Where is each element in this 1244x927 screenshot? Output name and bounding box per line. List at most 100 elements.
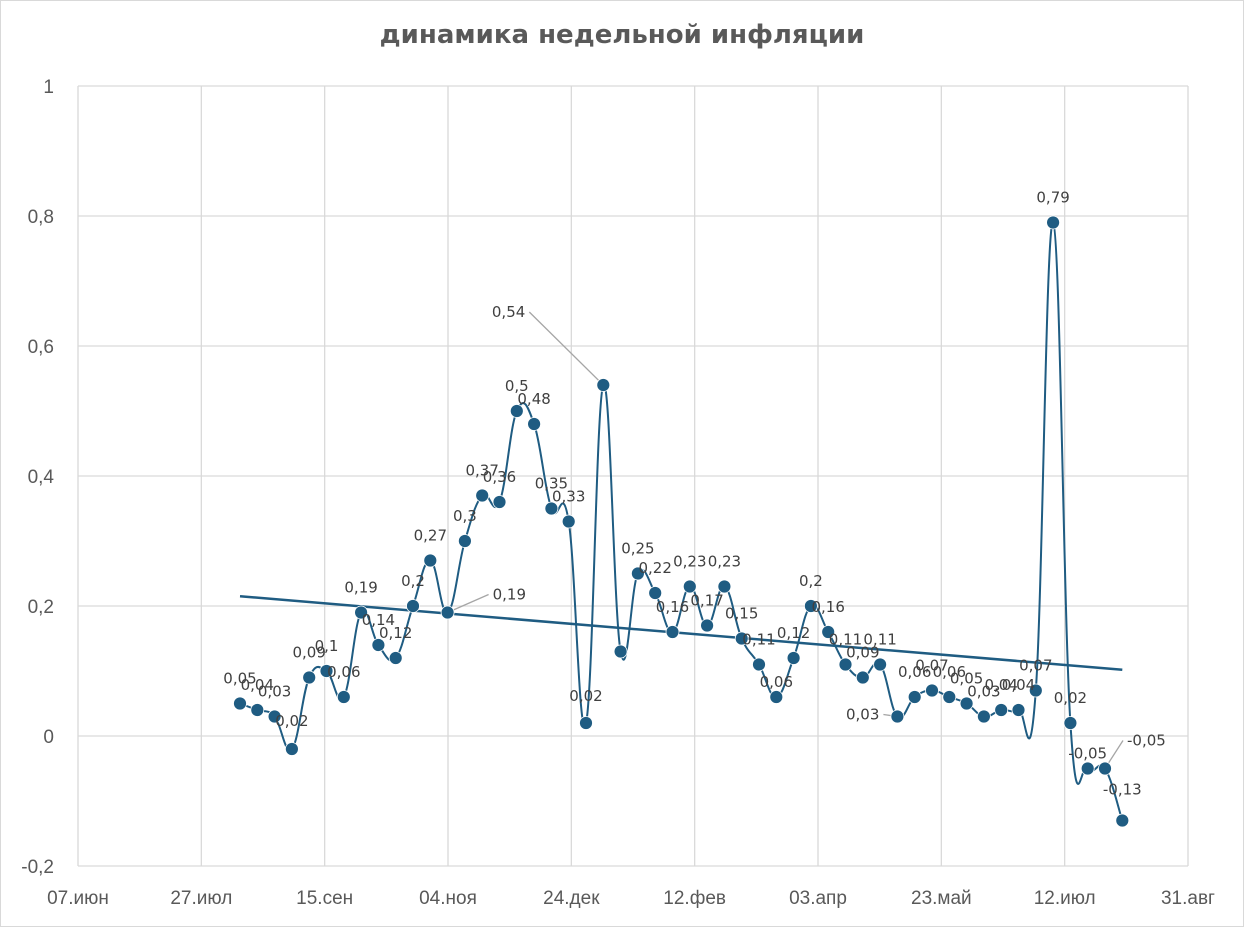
data-point bbox=[509, 404, 524, 418]
data-point bbox=[700, 618, 714, 633]
data-point bbox=[821, 625, 836, 639]
data-label: 0,15 bbox=[725, 605, 758, 623]
data-point bbox=[250, 703, 265, 717]
data-label: 0,03 bbox=[846, 706, 879, 724]
data-label: 0,2 bbox=[799, 572, 823, 590]
data-label: 0,16 bbox=[811, 598, 844, 616]
data-point bbox=[579, 716, 593, 730]
data-label: 0,5 bbox=[505, 377, 529, 395]
data-label: 0,19 bbox=[344, 579, 377, 597]
data-label: 0,19 bbox=[493, 586, 526, 604]
data-point bbox=[561, 514, 576, 529]
chart-title: динамика недельной инфляции bbox=[379, 20, 865, 50]
y-tick-label: 0,2 bbox=[28, 597, 54, 618]
data-label: 0,22 bbox=[638, 559, 671, 577]
data-point bbox=[1028, 683, 1043, 698]
data-label: 0,17 bbox=[690, 592, 723, 610]
x-tick-label: 12.июл bbox=[1034, 888, 1096, 909]
series-layer bbox=[239, 221, 1124, 821]
data-label: 0,09 bbox=[846, 644, 879, 662]
data-labels: 0,050,040,030,020,090,10,060,190,140,120… bbox=[223, 189, 1166, 799]
data-label: 0,03 bbox=[967, 683, 1000, 701]
y-tick-label: -0,2 bbox=[21, 857, 54, 878]
data-label: 0,23 bbox=[708, 553, 741, 571]
data-label: 0,07 bbox=[1019, 657, 1052, 675]
data-label: 0,1 bbox=[315, 637, 339, 655]
x-tick-label: 03.апр bbox=[789, 888, 847, 909]
data-label: 0,04 bbox=[1002, 676, 1035, 694]
data-label: 0,2 bbox=[401, 572, 425, 590]
data-label: 0,3 bbox=[453, 507, 477, 525]
y-tick-label: 0,6 bbox=[28, 337, 54, 358]
x-axis-ticks: 07.июн 27.июл 15.сен 04.ноя 24.дек 12.фев 03.а… bbox=[47, 888, 1215, 909]
data-label: 0,03 bbox=[258, 683, 291, 701]
data-point bbox=[994, 703, 1009, 717]
data-label: 0,23 bbox=[673, 553, 706, 571]
data-label: 0,04 bbox=[984, 676, 1017, 694]
x-tick-label: 12.фев bbox=[663, 888, 726, 909]
data-label: 0,06 bbox=[898, 663, 931, 681]
y-tick-label: 0 bbox=[43, 727, 54, 748]
data-point bbox=[1080, 761, 1095, 776]
data-label: 0,02 bbox=[1054, 689, 1087, 707]
data-label: 0,02 bbox=[569, 687, 602, 705]
data-point bbox=[1011, 703, 1026, 717]
data-point bbox=[233, 696, 247, 711]
y-tick-label: 1 bbox=[43, 77, 54, 98]
data-label: -0,13 bbox=[1103, 781, 1142, 799]
data-label: 0,06 bbox=[933, 663, 966, 681]
data-point bbox=[284, 742, 299, 756]
data-point bbox=[925, 683, 939, 698]
data-label: 0,12 bbox=[379, 624, 412, 642]
data-point bbox=[527, 417, 541, 431]
data-point bbox=[302, 670, 317, 685]
gridlines bbox=[77, 85, 1189, 867]
data-label: 0,27 bbox=[414, 527, 447, 545]
data-point bbox=[406, 599, 420, 613]
data-label: 0,05 bbox=[223, 670, 256, 688]
data-point bbox=[1115, 813, 1130, 828]
data-point bbox=[907, 690, 922, 704]
y-tick-label: 0,4 bbox=[28, 467, 55, 488]
data-label: 0,04 bbox=[241, 676, 274, 694]
series-line bbox=[239, 221, 1124, 821]
data-label: 0,54 bbox=[492, 303, 525, 321]
data-label: 0,12 bbox=[777, 624, 810, 642]
data-label: 0,11 bbox=[742, 631, 775, 649]
data-point bbox=[336, 690, 351, 704]
data-point bbox=[959, 696, 974, 711]
data-point bbox=[804, 599, 818, 613]
data-label: 0,16 bbox=[656, 598, 689, 616]
data-point bbox=[544, 501, 559, 516]
x-tick-label: 31.авг bbox=[1161, 888, 1215, 909]
data-point bbox=[942, 690, 957, 704]
data-label: 0,09 bbox=[292, 644, 325, 662]
data-label: 0,06 bbox=[327, 663, 360, 681]
data-point bbox=[717, 579, 732, 594]
data-label: 0,11 bbox=[863, 631, 896, 649]
data-point bbox=[873, 657, 887, 672]
data-label: 0,14 bbox=[362, 611, 395, 629]
data-point bbox=[648, 586, 663, 600]
data-point bbox=[665, 625, 680, 639]
y-axis-ticks: -0,2 0 0,2 0,4 0,6 0,8 1 bbox=[21, 77, 54, 878]
data-point bbox=[977, 709, 991, 724]
data-point bbox=[769, 690, 784, 704]
data-label: 0,05 bbox=[950, 670, 983, 688]
data-point bbox=[492, 495, 507, 509]
data-point bbox=[440, 605, 455, 620]
leader-line bbox=[447, 593, 489, 614]
data-label: 0,25 bbox=[621, 540, 654, 558]
data-points bbox=[233, 215, 1130, 828]
data-label: 0,48 bbox=[517, 390, 550, 408]
data-point bbox=[838, 657, 853, 672]
y-tick-label: 0,8 bbox=[28, 207, 54, 228]
data-label: 0,11 bbox=[829, 631, 862, 649]
data-point bbox=[388, 651, 403, 665]
data-point bbox=[1063, 716, 1078, 730]
leader-lines bbox=[447, 311, 1124, 769]
trendline-layer bbox=[239, 595, 1123, 671]
data-point bbox=[457, 534, 472, 548]
